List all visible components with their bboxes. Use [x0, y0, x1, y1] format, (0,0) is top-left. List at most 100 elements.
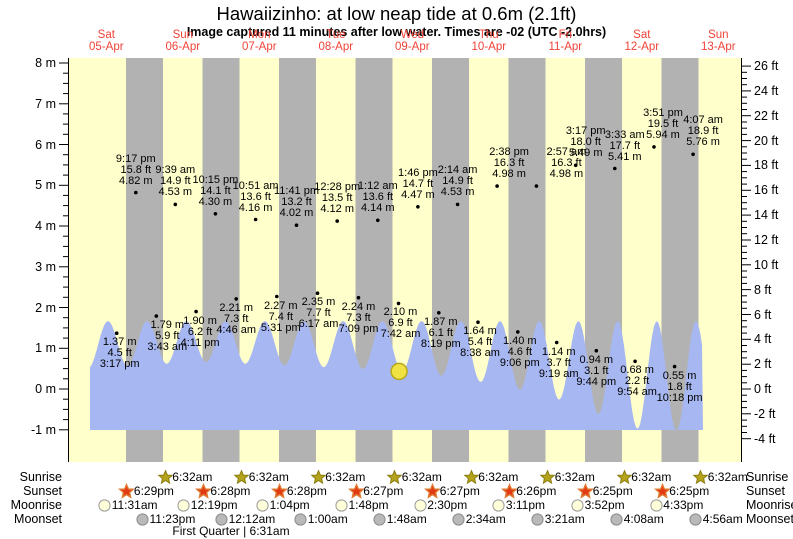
tide-dot: [691, 152, 695, 157]
low-tide-annotation: 1.64 m 5.4 ft 8:38 am: [450, 326, 510, 359]
y-axis-right-tick-label: 24 ft: [754, 83, 779, 98]
annotation-line: 3:33 am: [604, 128, 645, 141]
annotation-line: 4.98 m: [492, 168, 526, 181]
sunrise-icon: [539, 468, 556, 486]
annotation-line: 1.79 m: [150, 319, 185, 332]
annotation-line: 13.5 ft: [321, 192, 353, 205]
moonrise-icon: [333, 497, 350, 514]
sunrise-row-label-left: Sunrise: [19, 470, 62, 484]
sunset-row-label-right: Sunset: [746, 484, 785, 498]
day-label: Sat 12-Apr: [612, 29, 672, 53]
moonrise-icon: [569, 497, 586, 514]
annotation-line: 1.37 m: [102, 336, 137, 349]
annotation-line: 7.7 ft: [306, 307, 331, 320]
annotation-line: 5.9 ft: [155, 330, 180, 343]
day-date: 06-Apr: [165, 40, 201, 53]
annotation-line: 4:11 pm: [180, 336, 220, 349]
annotation-line: 3:51 pm: [643, 106, 683, 119]
sunrise-icon: [463, 468, 480, 486]
moonrise-time: 11:31am: [111, 498, 158, 512]
tide-dot: [213, 212, 218, 216]
day-of-week: Thu: [478, 29, 499, 41]
annotation-line: 7.4 ft: [268, 310, 294, 323]
tide-dot: [396, 301, 401, 306]
high-tide-annotation: 3:17 pm 18.0 ft 5.49 m: [556, 126, 616, 159]
low-tide-annotation: 2.27 m 7.4 ft 5:31 pm: [251, 300, 311, 334]
annotation-line: 2:14 am: [437, 164, 478, 177]
day-label: Fri 11-Apr: [535, 29, 595, 53]
tide-dot: [672, 364, 677, 369]
annotation-line: 2.24 m: [341, 300, 376, 313]
annotation-line: 4.16 m: [238, 201, 273, 214]
tide-dot: [455, 202, 460, 207]
annotation-line: 15.8 ft: [120, 163, 152, 176]
annotation-line: 16.3 ft: [551, 157, 582, 170]
annotation-line: 4.02 m: [279, 207, 314, 220]
moonrise-time: 1:04pm: [269, 498, 310, 512]
sunrise-time: 6:32am: [631, 470, 672, 484]
tide-dot: [476, 320, 480, 325]
annotation-line: 13.6 ft: [362, 191, 394, 204]
y-axis-right-tick-label: -2 ft: [754, 406, 776, 421]
annotation-line: 8:38 am: [460, 347, 500, 360]
annotation-line: 6:17 am: [298, 318, 339, 331]
sunrise-time: 6:32am: [172, 470, 213, 484]
high-tide-annotation: 2:38 pm 16.3 ft 4.98 m: [479, 147, 539, 180]
tide-dot: [516, 330, 520, 334]
moon-phase-note: First Quarter | 6:31am: [172, 524, 290, 538]
sunset-time: 6:28pm: [286, 484, 327, 498]
annotation-line: 2.21 m: [219, 301, 253, 314]
annotation-line: 1.87 m: [423, 315, 458, 328]
annotation-line: 7:09 pm: [338, 322, 379, 335]
day-label: Sun 06-Apr: [153, 29, 213, 53]
moonrise-icon: [175, 497, 192, 514]
y-axis-right-tick-label: 10 ft: [754, 257, 779, 272]
moonrise-icon: [412, 497, 429, 514]
sunrise-icon: [310, 468, 327, 486]
y-axis-right-tick-label: 4 ft: [754, 332, 772, 347]
moonset-row-label-right: Moonset: [746, 512, 793, 526]
moonset-icon: [529, 511, 546, 528]
annotation-line: 4.47 m: [401, 188, 435, 201]
sunrise-time: 6:32am: [707, 470, 748, 484]
y-axis-left-tick-label: 5 m: [35, 178, 56, 193]
day-date: 10-Apr: [471, 40, 507, 53]
moonrise-time: 2:30pm: [427, 498, 468, 512]
moonset-time: 1:00am: [307, 512, 348, 526]
y-axis-left-tick-label: 6 m: [35, 137, 56, 152]
y-axis-left-tick-label: 1 m: [35, 341, 56, 356]
moonset-time: 1:48am: [386, 512, 427, 526]
y-axis-right-tick-label: 18 ft: [754, 158, 779, 173]
moonset-row-label-left: Moonset: [14, 512, 62, 526]
high-tide-annotation: 10:15 pm 14.1 ft 4.30 m: [185, 173, 245, 208]
sunrise-icon: [692, 468, 709, 486]
moonrise-time: 12:19pm: [190, 498, 238, 512]
day-of-week: Wed: [400, 29, 425, 41]
moonset-time: 3:21am: [544, 512, 585, 526]
moonrise-time: 3:11pm: [505, 498, 546, 512]
annotation-line: 0.55 m: [662, 369, 697, 382]
high-tide-annotation: 9:17 pm 15.8 ft 4.82 m: [106, 153, 166, 187]
tide-dot: [294, 223, 299, 227]
day-of-week: Sat: [97, 29, 115, 41]
moonset-icon: [608, 511, 625, 528]
annotation-line: 10:15 pm: [192, 173, 239, 186]
tide-dot: [173, 202, 178, 207]
sunset-time: 6:27pm: [439, 484, 480, 498]
moonset-time: 4:56am: [702, 512, 743, 526]
day-label: Sat 05-Apr: [76, 29, 136, 53]
tide-dot: [114, 331, 119, 336]
moonset-icon: [213, 511, 230, 528]
moonrise-row-label-left: Moonrise: [10, 498, 62, 512]
annotation-line: 17.7 ft: [609, 139, 641, 152]
sunset-icon: [653, 482, 671, 500]
annotation-line: 14.1 ft: [200, 184, 231, 197]
low-tide-annotation: 1.87 m 6.1 ft 8:19 pm: [411, 315, 471, 350]
day-label: Sun 13-Apr: [688, 29, 748, 53]
annotation-line: 0.94 m: [579, 353, 614, 366]
low-tide-annotation: 1.14 m 3.7 ft 9:19 am: [529, 346, 589, 380]
annotation-line: 5.41 m: [607, 150, 642, 163]
annotation-line: 9:44 pm: [576, 375, 617, 388]
high-tide-annotation: 11:41 pm 13.2 ft 4.02 m: [267, 186, 327, 219]
